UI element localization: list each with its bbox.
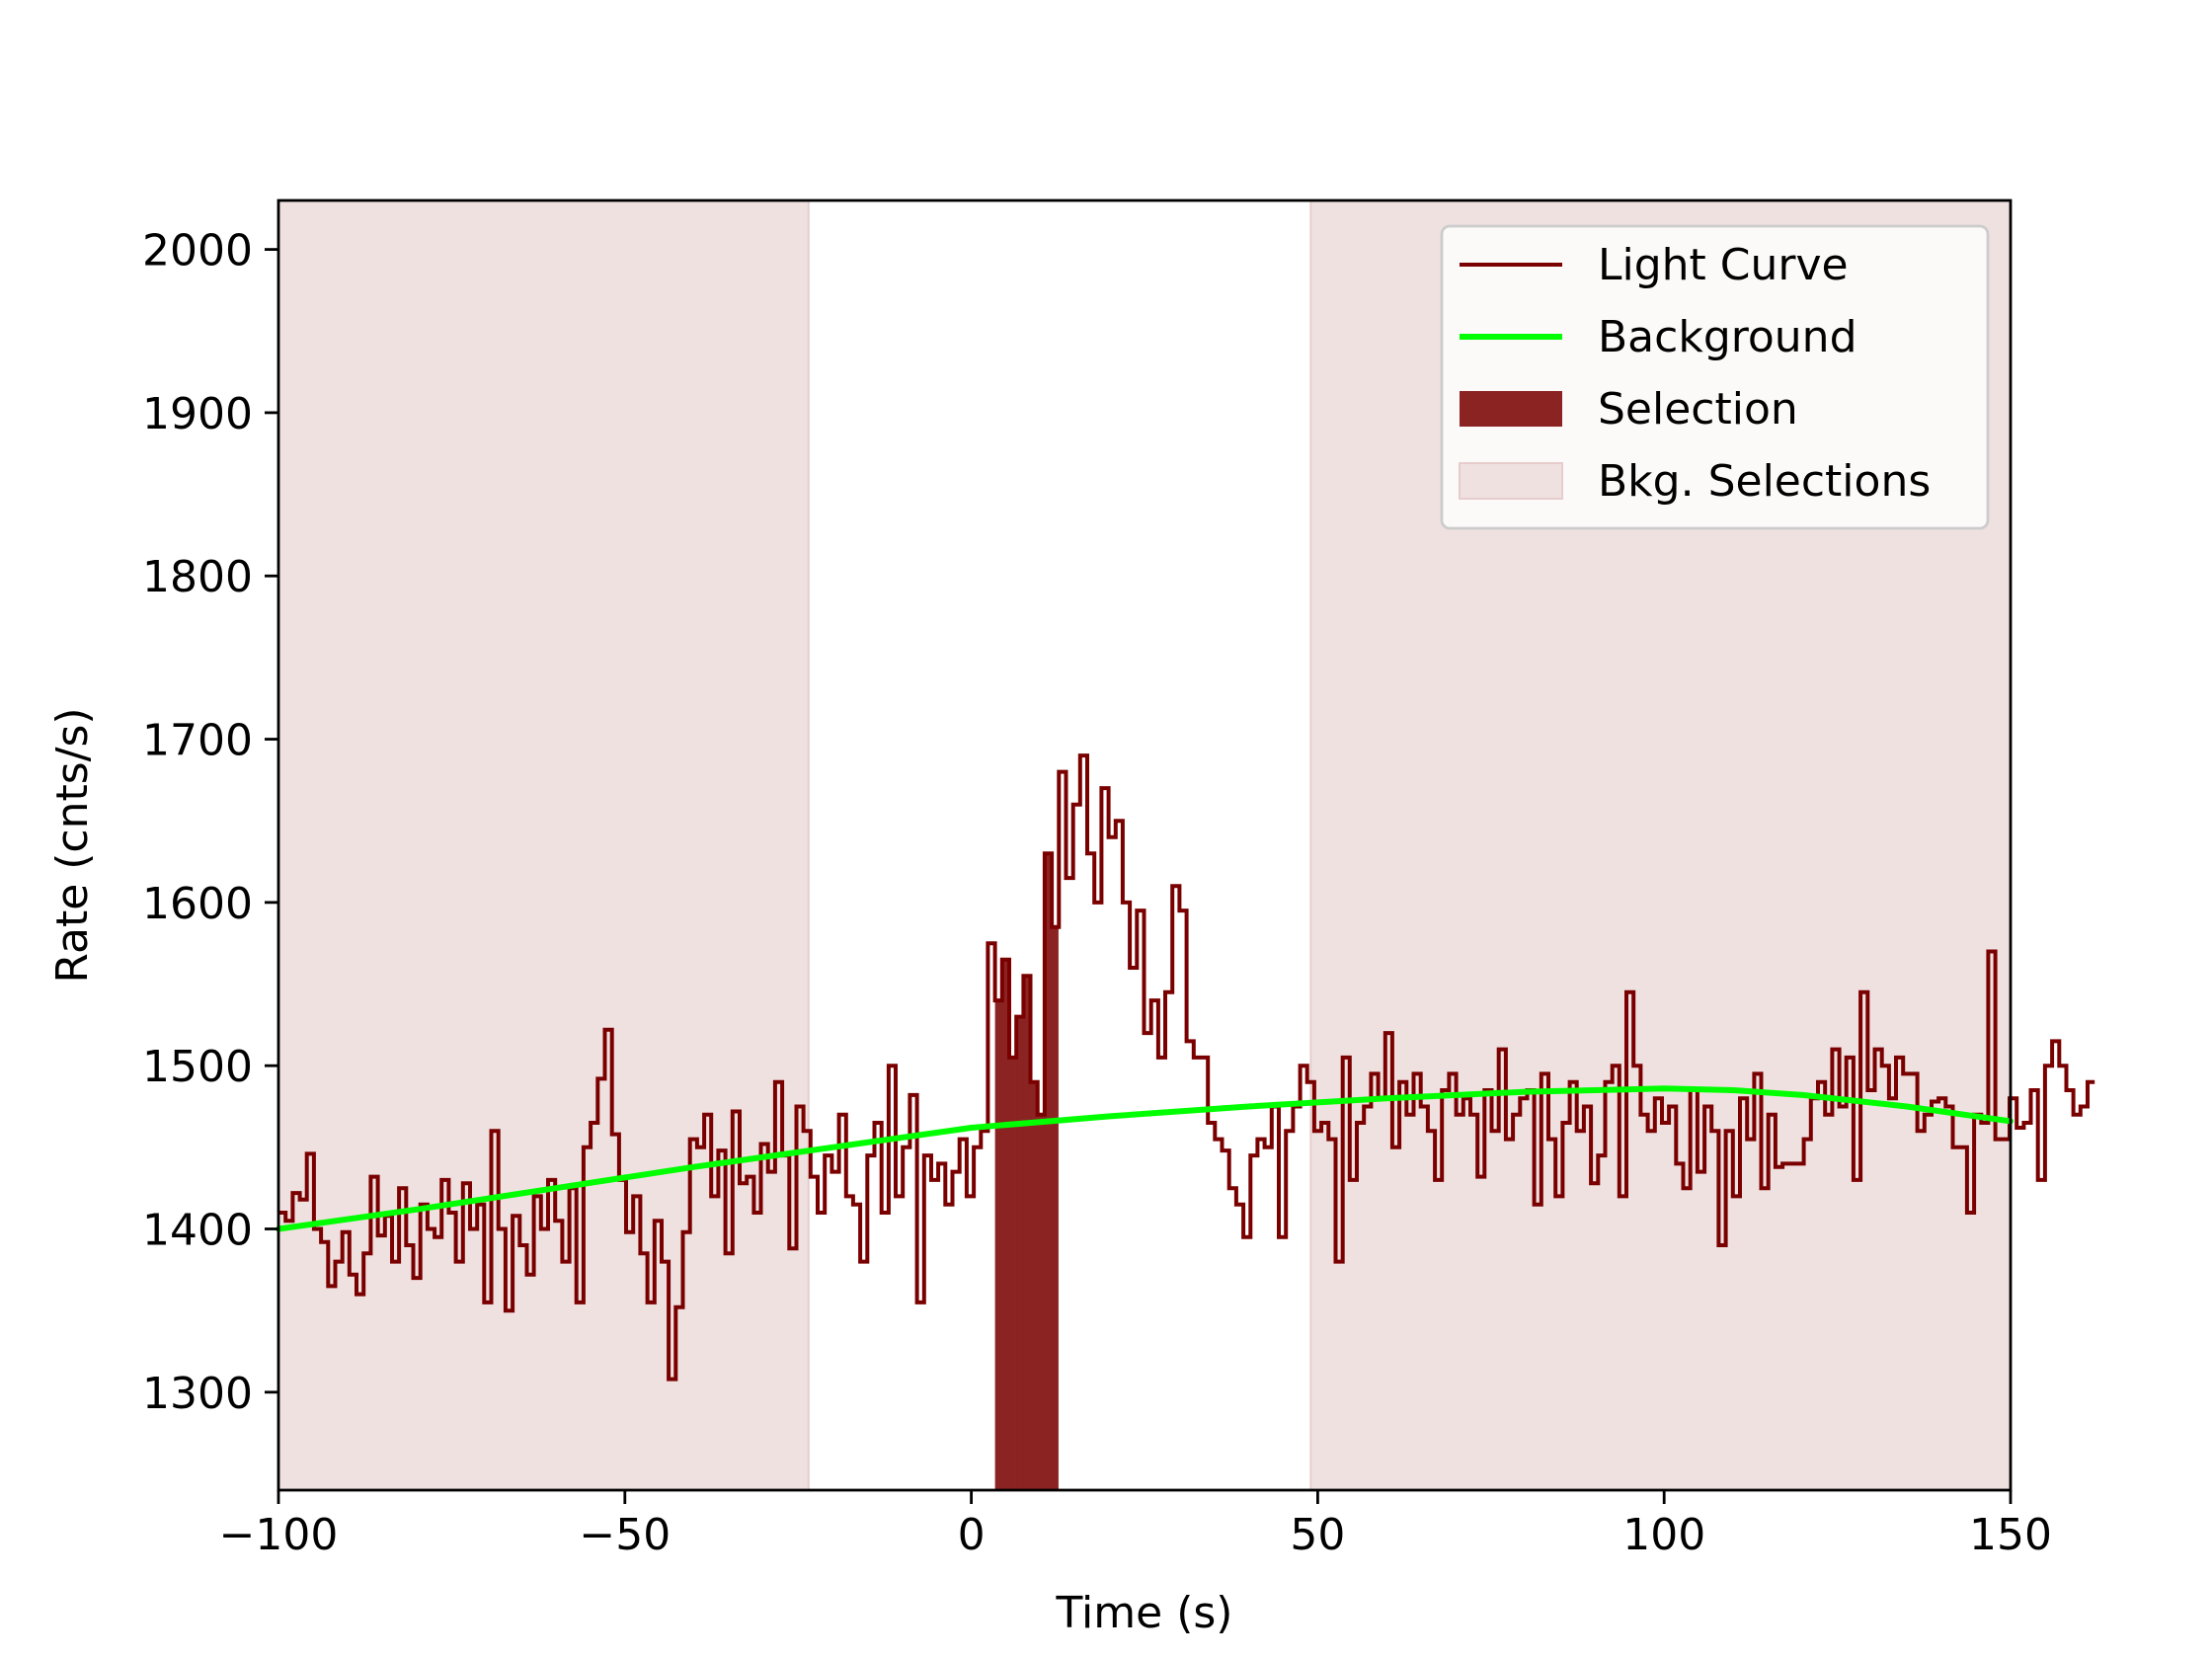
legend-selection-swatch bbox=[1460, 391, 1562, 427]
legend-bkg-selections-swatch bbox=[1459, 462, 1563, 500]
y-tick-label-5: 1800 bbox=[142, 552, 253, 602]
y-axis-label: Rate (cnts/s) bbox=[47, 707, 98, 983]
y-tick-label-0: 1300 bbox=[142, 1369, 253, 1419]
background-layer bbox=[276, 1085, 2014, 1232]
selection-layer bbox=[994, 853, 1059, 1490]
y-tick-label-3: 1600 bbox=[142, 879, 253, 929]
selection-bar-108 bbox=[1044, 853, 1053, 1490]
y-tick-label-2: 1500 bbox=[142, 1042, 253, 1092]
legend-selection-label: Selection bbox=[1598, 384, 1798, 434]
y-tick-label-4: 1700 bbox=[142, 716, 253, 766]
light-curve-layer bbox=[278, 753, 2095, 1382]
x-tick-label-0: −100 bbox=[219, 1510, 339, 1560]
y-tick-label-7: 2000 bbox=[142, 226, 253, 276]
light-curve-line bbox=[278, 753, 2095, 1382]
x-tick-label-5: 150 bbox=[1969, 1510, 2052, 1560]
selection-bar-103 bbox=[1008, 1057, 1017, 1490]
background-model-line bbox=[276, 1085, 2014, 1232]
x-tick-label-4: 100 bbox=[1622, 1510, 1705, 1560]
legend: Light Curve Background Selection Bkg. Se… bbox=[1440, 224, 1990, 530]
y-axis-ticks: 1300 1400 1500 1600 1700 1800 1900 2000 bbox=[142, 226, 278, 1419]
selection-bar-104 bbox=[1016, 1016, 1024, 1490]
x-axis-label: Time (s) bbox=[1056, 1588, 1233, 1638]
selection-bar-107 bbox=[1037, 1114, 1046, 1490]
legend-background-label: Background bbox=[1598, 312, 1857, 362]
selection-bar-109 bbox=[1052, 926, 1059, 1490]
x-tick-label-2: 0 bbox=[958, 1510, 986, 1560]
bkg-selection-region-0 bbox=[278, 200, 809, 1490]
y-tick-label-1: 1400 bbox=[142, 1205, 253, 1255]
legend-bkg-selections-label: Bkg. Selections bbox=[1598, 456, 1931, 507]
legend-box bbox=[1440, 224, 1990, 530]
selection-bar-105 bbox=[1023, 976, 1032, 1490]
legend-light-curve-label: Light Curve bbox=[1598, 240, 1849, 290]
x-axis-ticks: −100 −50 0 50 100 150 bbox=[219, 1490, 2052, 1560]
plot-frame bbox=[276, 198, 2013, 1492]
y-tick-label-6: 1900 bbox=[142, 389, 253, 439]
x-tick-label-1: −50 bbox=[579, 1510, 671, 1560]
x-tick-label-3: 50 bbox=[1290, 1510, 1345, 1560]
selection-bar-102 bbox=[1001, 959, 1010, 1490]
selection-bar-106 bbox=[1030, 1081, 1039, 1490]
selection-bar-101 bbox=[994, 1000, 1003, 1490]
